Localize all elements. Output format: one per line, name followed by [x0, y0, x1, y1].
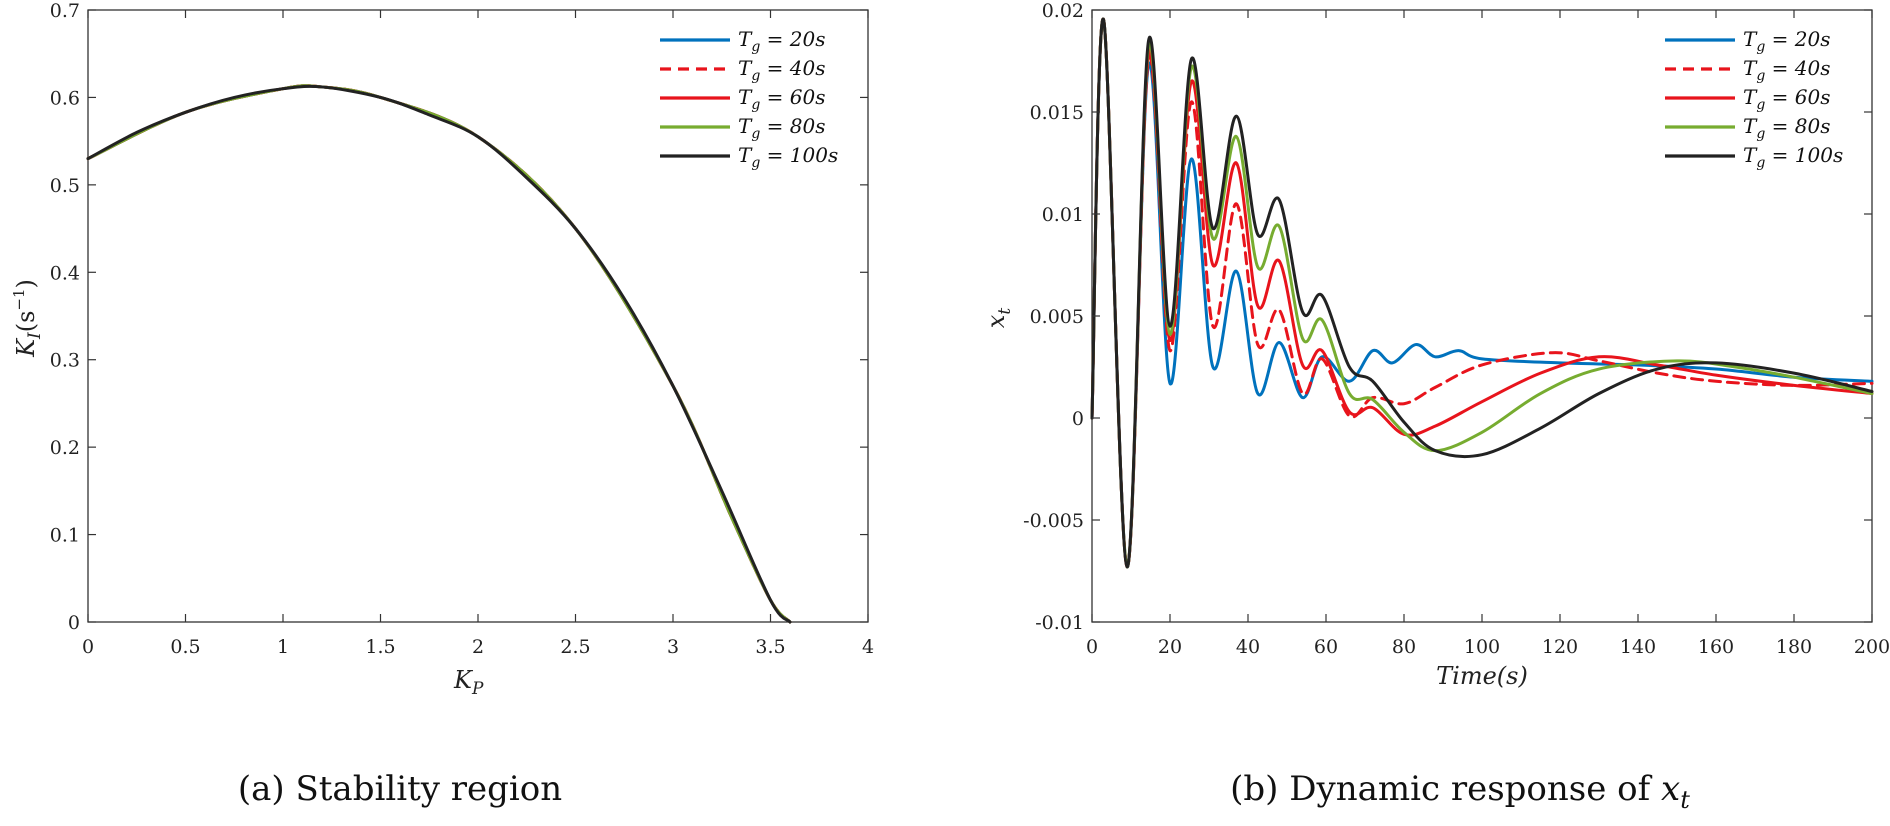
legend-label-80s: Tg = 80s — [1743, 114, 1831, 142]
caption-a: (a) Stability region — [238, 769, 562, 809]
x-tick-label: 140 — [1620, 636, 1656, 658]
x-tick-label: 0.5 — [170, 636, 200, 658]
caption-b: (b) Dynamic response of xt — [1230, 769, 1690, 814]
y-tick-label: 0.7 — [50, 0, 80, 22]
y-tick-label: 0 — [1072, 408, 1084, 430]
ylabel-b: xt — [982, 308, 1015, 329]
x-tick-label: 180 — [1776, 636, 1812, 658]
x-tick-label: 20 — [1158, 636, 1182, 658]
series-line-a-80s — [86, 84, 792, 624]
x-tick-label: 0 — [1086, 636, 1098, 658]
series-line-a-100s — [86, 84, 792, 624]
ylabel-a: KI(s−1) — [10, 279, 45, 358]
legend-label-20s: Tg = 20s — [1743, 27, 1831, 55]
y-tick-label: 0.1 — [50, 525, 80, 547]
legend-label-20s: Tg = 20s — [738, 27, 826, 55]
xlabel-b: Time(s) — [1436, 662, 1528, 690]
legend-label-80s: Tg = 80s — [738, 114, 826, 142]
y-tick-label: 0.3 — [50, 350, 80, 372]
y-tick-label: -0.005 — [1023, 510, 1084, 532]
y-tick-label: 0.01 — [1042, 204, 1084, 226]
y-tick-label: 0.5 — [50, 175, 80, 197]
xlabel-a: KP — [453, 666, 484, 699]
x-tick-label: 4 — [862, 636, 874, 658]
panel-b-dynamic-response: 0 20 40 60 80 100 120 140 160 180 200 -0.01 -0.005 0 0… — [982, 0, 1890, 814]
series-line-a-60s — [86, 84, 792, 624]
panel-a-stability-region: 0 0.5 1 1.5 2 2.5 3 3.5 400.10.20.30.40.50.60.7 … — [10, 0, 874, 809]
x-tick-label: 60 — [1314, 636, 1338, 658]
x-tick-label: 3.5 — [755, 636, 785, 658]
x-tick-label: 3 — [667, 636, 679, 658]
y-tick-label: 0.005 — [1030, 306, 1084, 328]
x-tick-label: 1 — [277, 636, 289, 658]
series-line-b-100s — [1090, 17, 1874, 569]
x-tick-label: 1.5 — [365, 636, 395, 658]
legend-label-100s: Tg = 100s — [738, 143, 838, 171]
x-tick-label: 160 — [1698, 636, 1734, 658]
series-line-a-40s — [86, 84, 792, 624]
x-tick-label: 120 — [1542, 636, 1578, 658]
y-tick-label: 0.015 — [1030, 102, 1084, 124]
y-tick-label: -0.01 — [1035, 612, 1084, 634]
legend-label-60s: Tg = 60s — [738, 85, 826, 113]
x-tick-label: 2.5 — [560, 636, 590, 658]
x-tick-label: 2 — [472, 636, 484, 658]
legend-label-40s: Tg = 40s — [738, 56, 826, 84]
x-tick-label: 80 — [1392, 636, 1416, 658]
x-tick-label: 0 — [82, 636, 94, 658]
y-tick-label: 0.4 — [50, 262, 80, 284]
x-tick-label: 40 — [1236, 636, 1260, 658]
legend-label-60s: Tg = 60s — [1743, 85, 1831, 113]
y-tick-label: 0 — [68, 612, 80, 634]
legend-label-100s: Tg = 100s — [1743, 143, 1843, 171]
y-tick-label: 0.2 — [50, 437, 80, 459]
x-tick-label: 100 — [1464, 636, 1500, 658]
y-tick-label: 0.6 — [50, 87, 80, 109]
legend-label-40s: Tg = 40s — [1743, 56, 1831, 84]
x-tick-label: 200 — [1854, 636, 1890, 658]
y-tick-label: 0.02 — [1042, 0, 1084, 22]
series-line-a-20s — [86, 84, 792, 624]
